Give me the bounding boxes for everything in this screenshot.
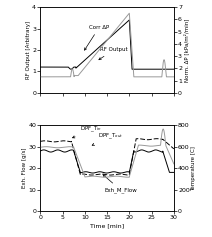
Y-axis label: Exh. Flow [g/s]: Exh. Flow [g/s] [22,148,27,188]
Text: DPF_T$_{out}$: DPF_T$_{out}$ [92,131,123,145]
Text: Exh_M_Flow: Exh_M_Flow [103,175,138,193]
Text: RF Output: RF Output [99,47,128,60]
Y-axis label: Norm. ΔP [kPa/m²/min]: Norm. ΔP [kPa/m²/min] [183,18,189,82]
Y-axis label: Temperature [C]: Temperature [C] [191,146,196,191]
Text: DPF_T$_{in}$: DPF_T$_{in}$ [73,125,102,138]
Text: Corr ΔP: Corr ΔP [85,24,110,50]
Y-axis label: RF Output [Arbitrary]: RF Output [Arbitrary] [26,21,31,79]
X-axis label: Time [min]: Time [min] [90,223,124,228]
